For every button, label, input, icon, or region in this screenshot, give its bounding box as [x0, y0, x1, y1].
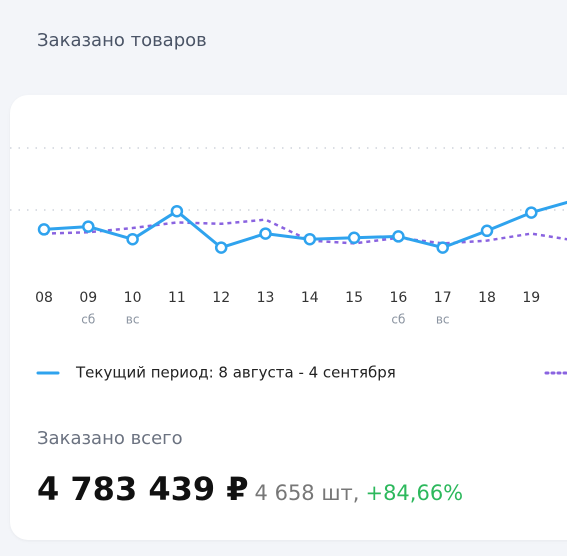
widget-title: Заказано товаров — [37, 30, 207, 51]
legend-label: Текущий период: 8 августа - 4 сентября — [75, 364, 396, 382]
weekday-label: сб — [81, 313, 95, 327]
point — [480, 224, 494, 238]
point — [436, 241, 449, 254]
point — [214, 241, 228, 254]
point — [303, 232, 317, 246]
point — [126, 232, 139, 246]
point — [170, 204, 184, 218]
point — [347, 231, 361, 245]
x-tick-label: 16 — [389, 290, 407, 306]
point — [392, 230, 405, 243]
summary: 4 783 439 ₽4 658 шт, +84,66% — [37, 470, 463, 508]
point — [525, 206, 538, 219]
weekday-label: вс — [126, 313, 140, 327]
change: +84,66% — [365, 481, 464, 505]
point — [259, 227, 272, 240]
point — [37, 223, 51, 236]
weekday-label: сб — [391, 313, 405, 327]
x-tick-label: 17 — [434, 290, 452, 306]
count: 4 658 шт, — [254, 481, 360, 505]
weekday-label: вс — [436, 313, 450, 327]
summary-label: Заказано всего — [37, 428, 183, 449]
x-tick-label: 08 — [35, 290, 53, 306]
x-tick-label: 13 — [257, 290, 275, 306]
x-tick-label: 14 — [301, 290, 319, 306]
card — [10, 95, 567, 540]
x-tick-label: 12 — [212, 290, 230, 306]
x-tick-label: 19 — [522, 290, 540, 306]
point — [82, 220, 95, 233]
x-tick-label: 11 — [168, 290, 186, 306]
previous-line — [43, 218, 567, 245]
x-tick-label: 15 — [345, 290, 363, 306]
x-tick-label: 09 — [79, 290, 97, 306]
x-tick-label: 10 — [124, 290, 142, 306]
x-tick-label: 18 — [478, 290, 496, 306]
total: 4 783 439 ₽ — [37, 470, 249, 508]
